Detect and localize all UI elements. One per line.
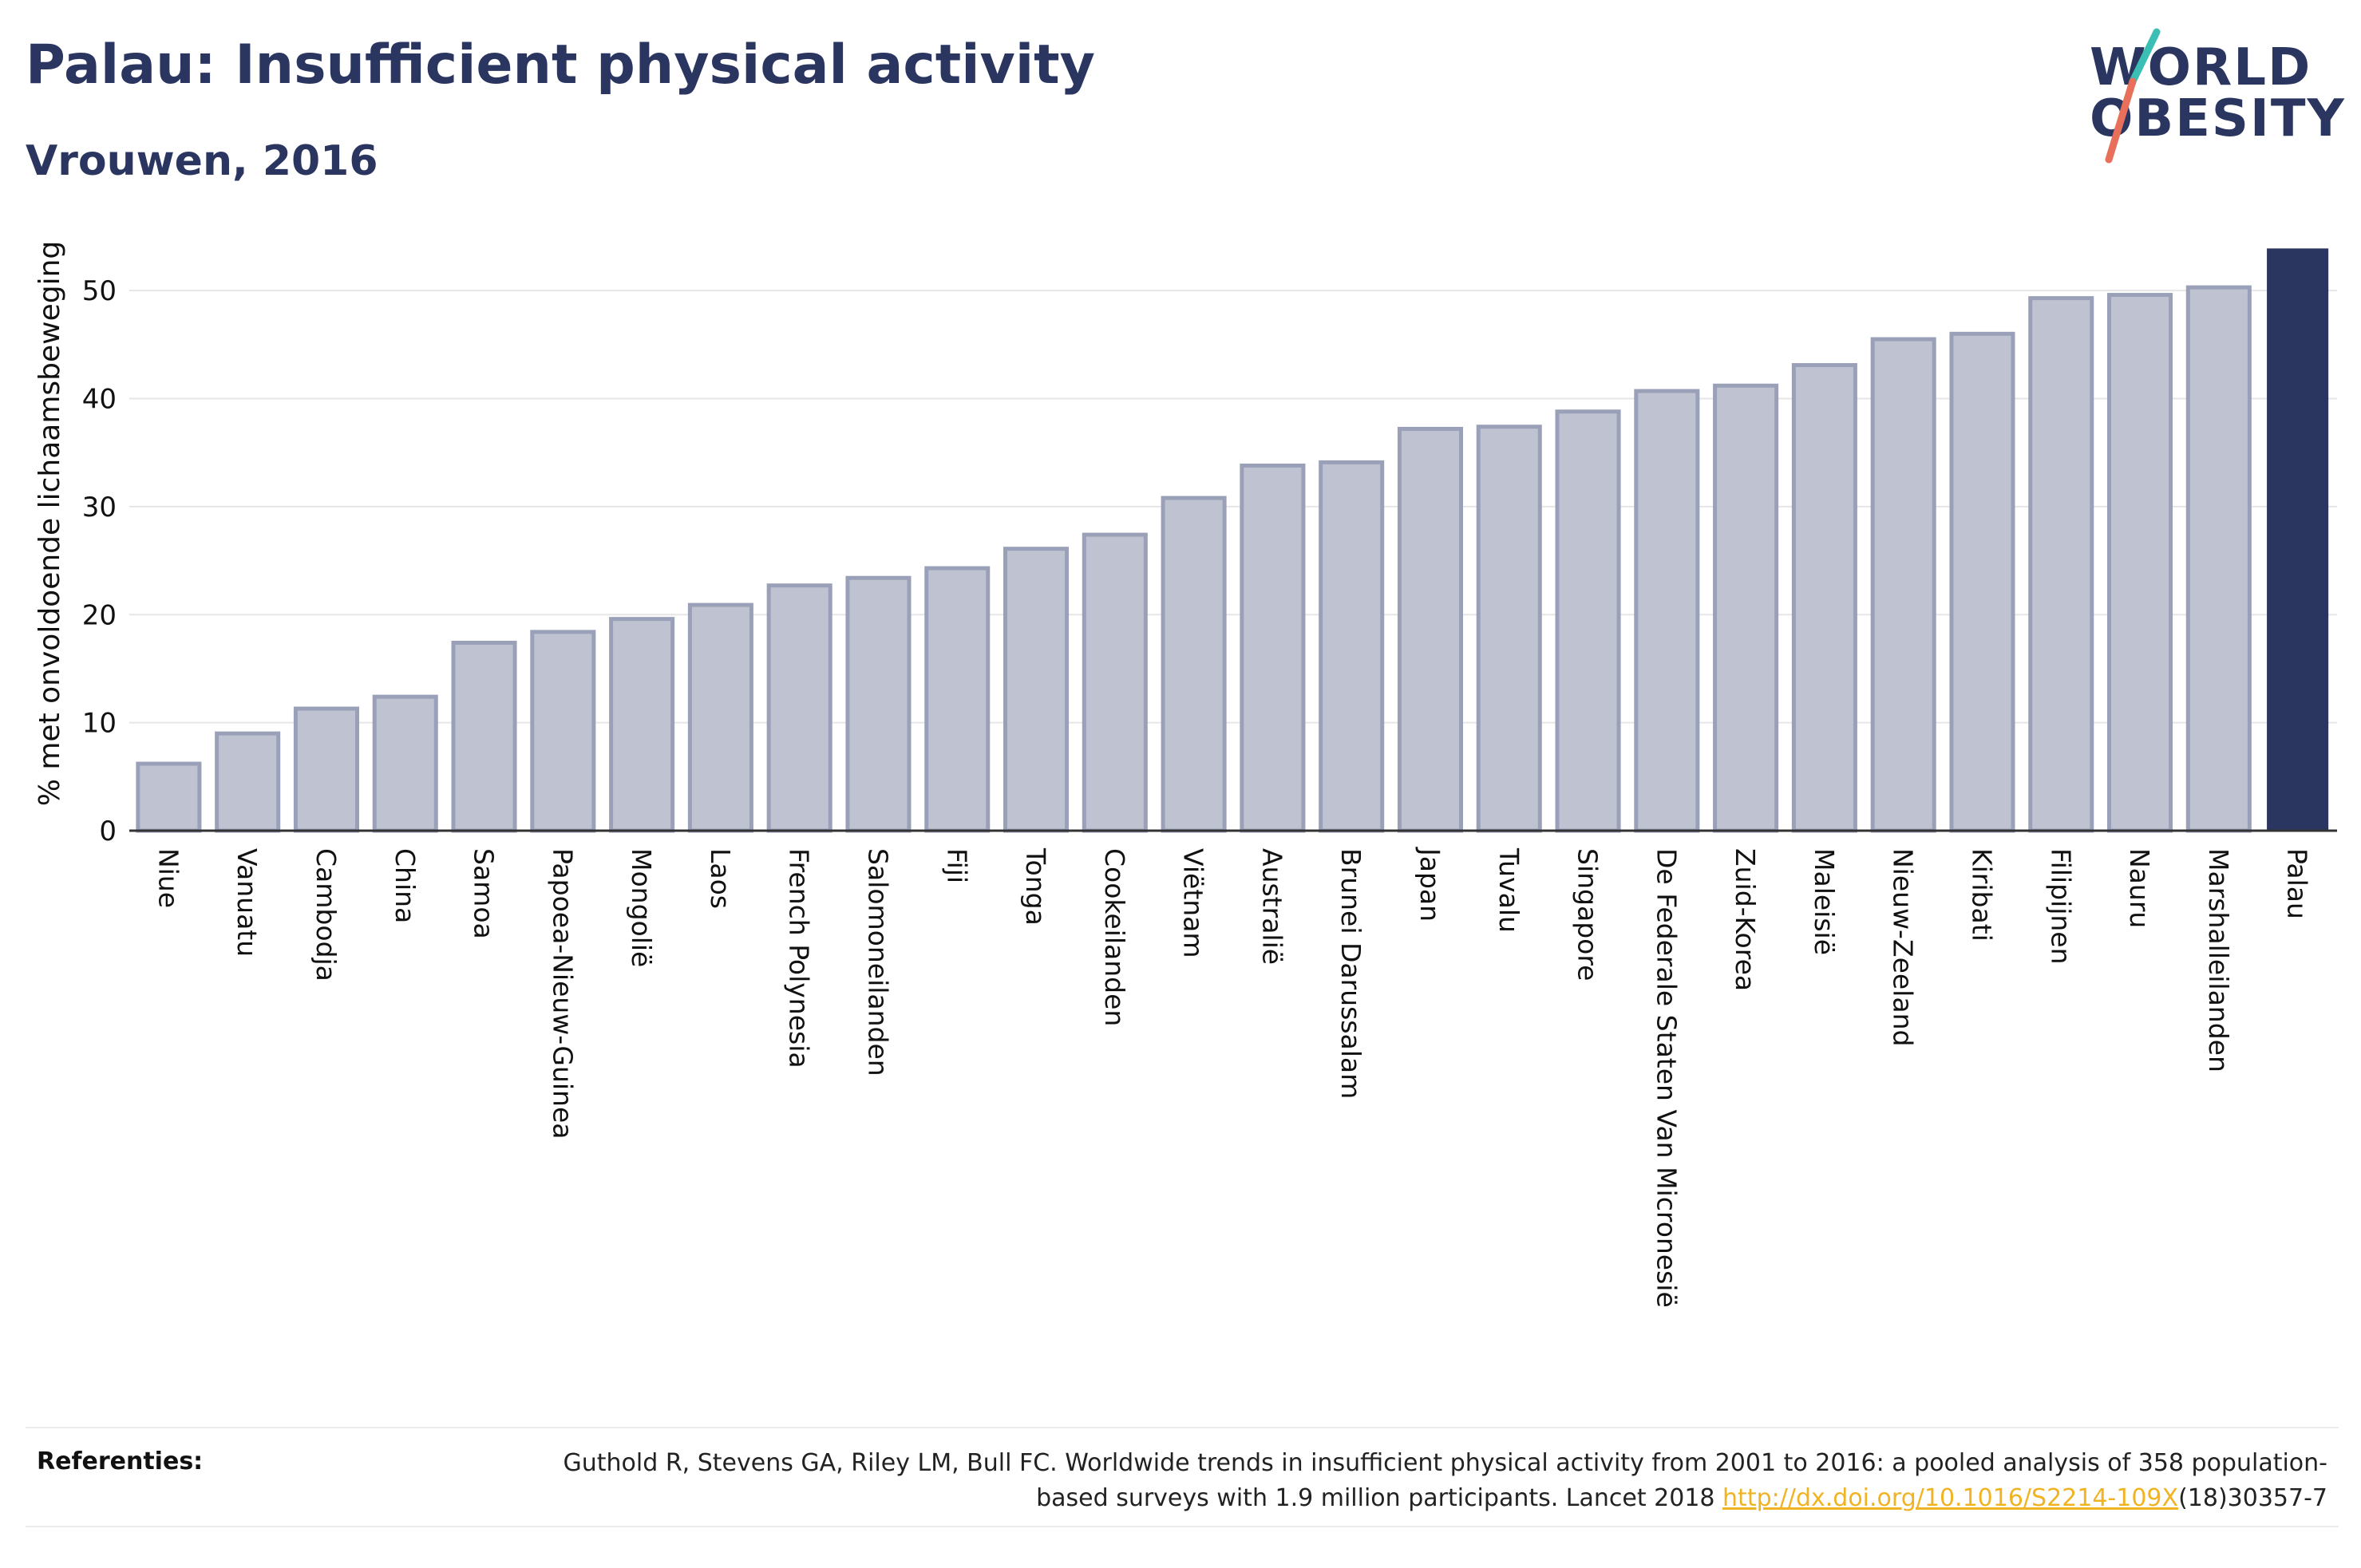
- references-label: Referenties:: [37, 1448, 204, 1475]
- bar-marshalleilanden: [2185, 285, 2252, 833]
- bar-china: [372, 694, 438, 833]
- tick-labels: 0 10 20 30 40 50 Niue Vanuatu Cambodja China Samoa…: [82, 275, 2313, 1308]
- x-tick-label: Tonga: [1020, 847, 1051, 926]
- x-tick-label: Nieuw-Zeeland: [1888, 848, 1919, 1046]
- bar-nieuw-zeeland: [1870, 337, 1936, 833]
- bar-de-federale-staten-van-micronesi-: [1634, 389, 1700, 833]
- x-tick-label: Tuvalu: [1493, 847, 1525, 933]
- logo-slash-icon: [2105, 28, 2161, 164]
- references-text: Guthold R, Stevens GA, Riley LM, Bull FC…: [492, 1446, 2327, 1516]
- bar-filipijnen: [2028, 296, 2094, 833]
- x-tick-label: Papoea-Nieuw-Guinea: [547, 848, 578, 1139]
- bar-nauru: [2107, 293, 2173, 833]
- footer-bottom-rule: [26, 1526, 2339, 1527]
- bar-zuid-korea: [1713, 383, 1779, 833]
- y-tick-label: 10: [82, 708, 117, 740]
- x-tick-label: Palau: [2282, 848, 2313, 919]
- bar-brunei-darussalam: [1319, 460, 1385, 833]
- logo-text-line2: OBESITY: [2090, 89, 2346, 148]
- x-tick-label: Kiribati: [1966, 848, 1997, 942]
- bar-french-polynesia: [766, 583, 832, 833]
- bar-mongoli-: [609, 617, 675, 833]
- bar-japan: [1397, 426, 1463, 833]
- x-tick-label: Filipijnen: [2045, 848, 2076, 965]
- bar-tonga: [1003, 547, 1070, 833]
- bar-cookeilanden: [1082, 532, 1148, 833]
- page-subtitle: Vrouwen, 2016: [26, 137, 378, 185]
- x-tick-label: Maleisië: [1809, 848, 1840, 955]
- bar-tuvalu: [1476, 425, 1542, 833]
- y-axis-label: % met onvoldoende lichaamsbeweging: [34, 241, 66, 807]
- bar-australi-: [1240, 463, 1306, 833]
- x-tick-label: Australië: [1256, 848, 1287, 965]
- references-citation: Guthold R, Stevens GA, Riley LM, Bull FC…: [563, 1449, 2327, 1512]
- x-tick-label: Singapore: [1572, 848, 1604, 981]
- bar-laos: [687, 602, 753, 833]
- references-citation-suffix: (18)30357-7: [2178, 1484, 2327, 1512]
- x-tick-label: French Polynesia: [784, 848, 815, 1068]
- x-tick-label: Niue: [152, 848, 184, 908]
- x-tick-label: China: [390, 848, 421, 923]
- x-tick-label: Salomoneilanden: [862, 848, 893, 1076]
- bar-cambodja: [293, 706, 359, 833]
- bars: [136, 248, 2329, 833]
- logo-text-line1: WORLD: [2090, 38, 2312, 97]
- y-tick-label: 0: [99, 816, 117, 847]
- x-tick-label: Nauru: [2124, 848, 2155, 928]
- footer-top-rule: [26, 1427, 2339, 1428]
- y-tick-label: 40: [82, 384, 117, 416]
- x-tick-label: Japan: [1414, 847, 1445, 922]
- x-tick-label: Zuid-Korea: [1730, 848, 1761, 991]
- x-tick-label: Viëtnam: [1178, 848, 1209, 958]
- bar-vi-tnam: [1161, 496, 1227, 833]
- bar-samoa: [451, 640, 517, 833]
- bar-papoea-nieuw-guinea: [530, 630, 596, 833]
- x-tick-label: Brunei Darussalam: [1335, 848, 1366, 1099]
- x-tick-label: Cambodja: [310, 848, 342, 981]
- x-tick-label: Laos: [705, 848, 736, 909]
- x-tick-label: Marshalleilanden: [2203, 848, 2234, 1072]
- x-tick-label: De Federale Staten Van Micronesië: [1651, 848, 1682, 1308]
- x-tick-label: Fiji: [941, 848, 972, 883]
- world-obesity-logo: WORLD OBESITY: [2075, 24, 2347, 168]
- x-tick-label: Cookeilanden: [1099, 848, 1130, 1026]
- x-tick-label: Mongolië: [626, 848, 657, 967]
- bar-maleisi-: [1791, 363, 1857, 833]
- bar-salomoneilanden: [845, 575, 912, 833]
- references-doi-link[interactable]: http://dx.doi.org/10.1016/S2214-109X: [1722, 1484, 2179, 1512]
- bar-chart: 0 10 20 30 40 50 Niue Vanuatu Cambodja China Samoa…: [34, 241, 2337, 1308]
- y-tick-label: 30: [82, 492, 117, 523]
- x-tick-label: Vanuatu: [231, 848, 263, 957]
- bar-singapore: [1555, 409, 1621, 833]
- page-title: Palau: Insufficient physical activity: [26, 34, 1095, 97]
- bar-palau: [2267, 248, 2329, 831]
- bar-niue: [136, 761, 202, 833]
- x-tick-label: Samoa: [469, 848, 500, 939]
- bar-fiji: [924, 566, 991, 833]
- bar-kiribati: [1949, 331, 2015, 833]
- y-tick-label: 20: [82, 599, 117, 631]
- y-tick-label: 50: [82, 275, 117, 307]
- bar-vanuatu: [215, 731, 281, 833]
